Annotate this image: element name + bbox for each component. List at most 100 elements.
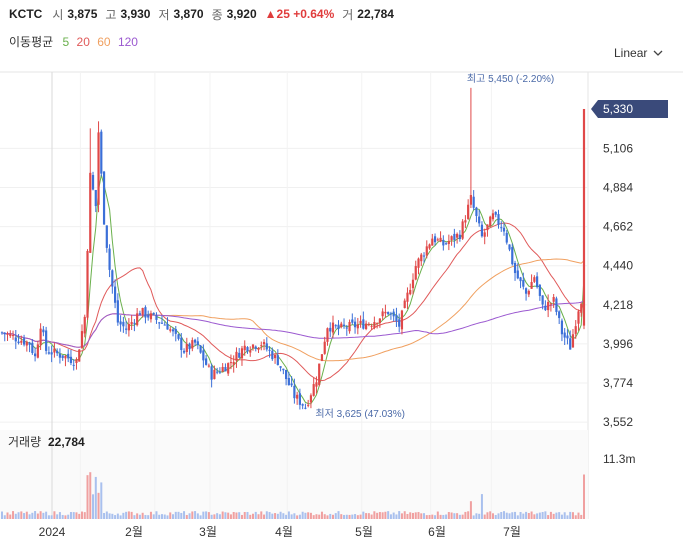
volume-bar	[423, 513, 426, 519]
candle-body	[516, 270, 519, 279]
volume-bar	[503, 511, 506, 519]
candle-body	[342, 324, 346, 327]
volume-bar	[538, 512, 541, 519]
ma-60-line	[1, 258, 585, 362]
volume-bar	[169, 512, 172, 519]
volume-bar	[414, 512, 417, 519]
candle-body	[285, 369, 288, 380]
candle-body	[191, 340, 194, 349]
chevron-down-icon	[653, 50, 663, 56]
change-value: ▲25 +0.64%	[264, 7, 335, 21]
x-tick-label: 7월	[503, 525, 521, 539]
candle-body	[155, 315, 158, 320]
candle-body	[453, 233, 456, 240]
volume-bar	[354, 514, 357, 519]
volume-bar	[574, 515, 577, 519]
candle-body	[367, 324, 370, 326]
volume-bar	[445, 514, 448, 519]
y-tick-label: 3,996	[603, 337, 633, 351]
volume-bar	[108, 513, 111, 519]
volume-bar	[238, 512, 241, 519]
candle-body	[64, 355, 67, 359]
volume-bar	[351, 514, 354, 519]
candle-body	[406, 292, 409, 302]
volume-bar	[185, 514, 188, 519]
candle-body	[100, 131, 103, 174]
volume-bar	[152, 514, 155, 519]
candle-body	[3, 332, 6, 335]
candle-body	[268, 349, 271, 351]
ma-60-label: 60	[97, 35, 111, 49]
candle-body	[505, 232, 508, 243]
candle-body	[304, 407, 307, 409]
volume-bar	[555, 512, 558, 519]
candle-body	[229, 362, 233, 364]
x-tick-label: 5월	[355, 525, 373, 539]
volume-bar	[428, 514, 431, 519]
volume-bar	[53, 511, 56, 519]
volume-bar	[549, 511, 552, 519]
high-label: 고	[105, 7, 117, 22]
ma-20-label: 20	[76, 35, 90, 49]
candle-body	[472, 196, 475, 208]
volume-bar	[265, 511, 268, 519]
candle-body	[373, 322, 376, 328]
volume-bar	[12, 511, 15, 519]
candle-body	[163, 324, 166, 326]
volume-bar	[83, 512, 86, 519]
volume-bar	[378, 512, 381, 519]
candle-body	[6, 333, 9, 335]
volume-bar	[172, 514, 175, 519]
volume-bar	[287, 511, 290, 519]
candle-body	[58, 353, 62, 358]
low-label: 저	[158, 7, 170, 22]
candle-body	[72, 364, 75, 366]
volume-bar	[263, 514, 266, 519]
volume-bar	[86, 475, 89, 519]
candle-body	[177, 334, 180, 339]
volume-bar	[216, 513, 219, 519]
candle-body	[293, 385, 296, 399]
volume-bar	[240, 514, 243, 519]
volume-bar	[149, 511, 152, 519]
volume-bar	[174, 511, 177, 519]
volume-bar	[392, 512, 395, 519]
volume-bar	[180, 512, 183, 519]
volume-bar	[442, 514, 445, 519]
volume-bar	[177, 511, 180, 519]
candle-body	[102, 171, 106, 225]
scale-mode-dropdown[interactable]: Linear	[614, 46, 663, 60]
candle-body	[409, 289, 412, 295]
volume-bar	[558, 512, 561, 519]
candle-body	[334, 325, 337, 327]
candle-body	[356, 324, 359, 329]
volume-bar	[345, 514, 348, 519]
volume-bar	[563, 512, 566, 519]
volume-bar	[119, 515, 122, 519]
candle-body	[25, 341, 28, 346]
current-price-label: 5,330	[603, 102, 633, 116]
volume-bar	[23, 513, 26, 519]
candle-body	[94, 190, 97, 207]
volume-bar	[411, 512, 414, 519]
moving-average-legend[interactable]: 이동평균 5 20 60 120	[9, 33, 142, 50]
candle-body	[307, 404, 310, 406]
candle-body	[500, 227, 503, 229]
candle-body	[571, 334, 575, 348]
volume-bar	[472, 515, 475, 519]
volume-bar	[469, 501, 472, 519]
volume-bar	[362, 511, 365, 519]
volume-bar	[114, 515, 117, 519]
volume-bar	[166, 515, 169, 519]
volume-bar	[533, 514, 536, 519]
candle-body	[28, 342, 31, 345]
volume-bar	[491, 513, 494, 519]
candle-body	[125, 328, 128, 330]
candle-body	[116, 300, 119, 323]
candle-body	[508, 244, 511, 250]
volume-bar	[72, 512, 75, 519]
candle-body	[364, 323, 368, 329]
x-tick-label: 6월	[428, 525, 446, 539]
candle-body	[42, 329, 45, 333]
